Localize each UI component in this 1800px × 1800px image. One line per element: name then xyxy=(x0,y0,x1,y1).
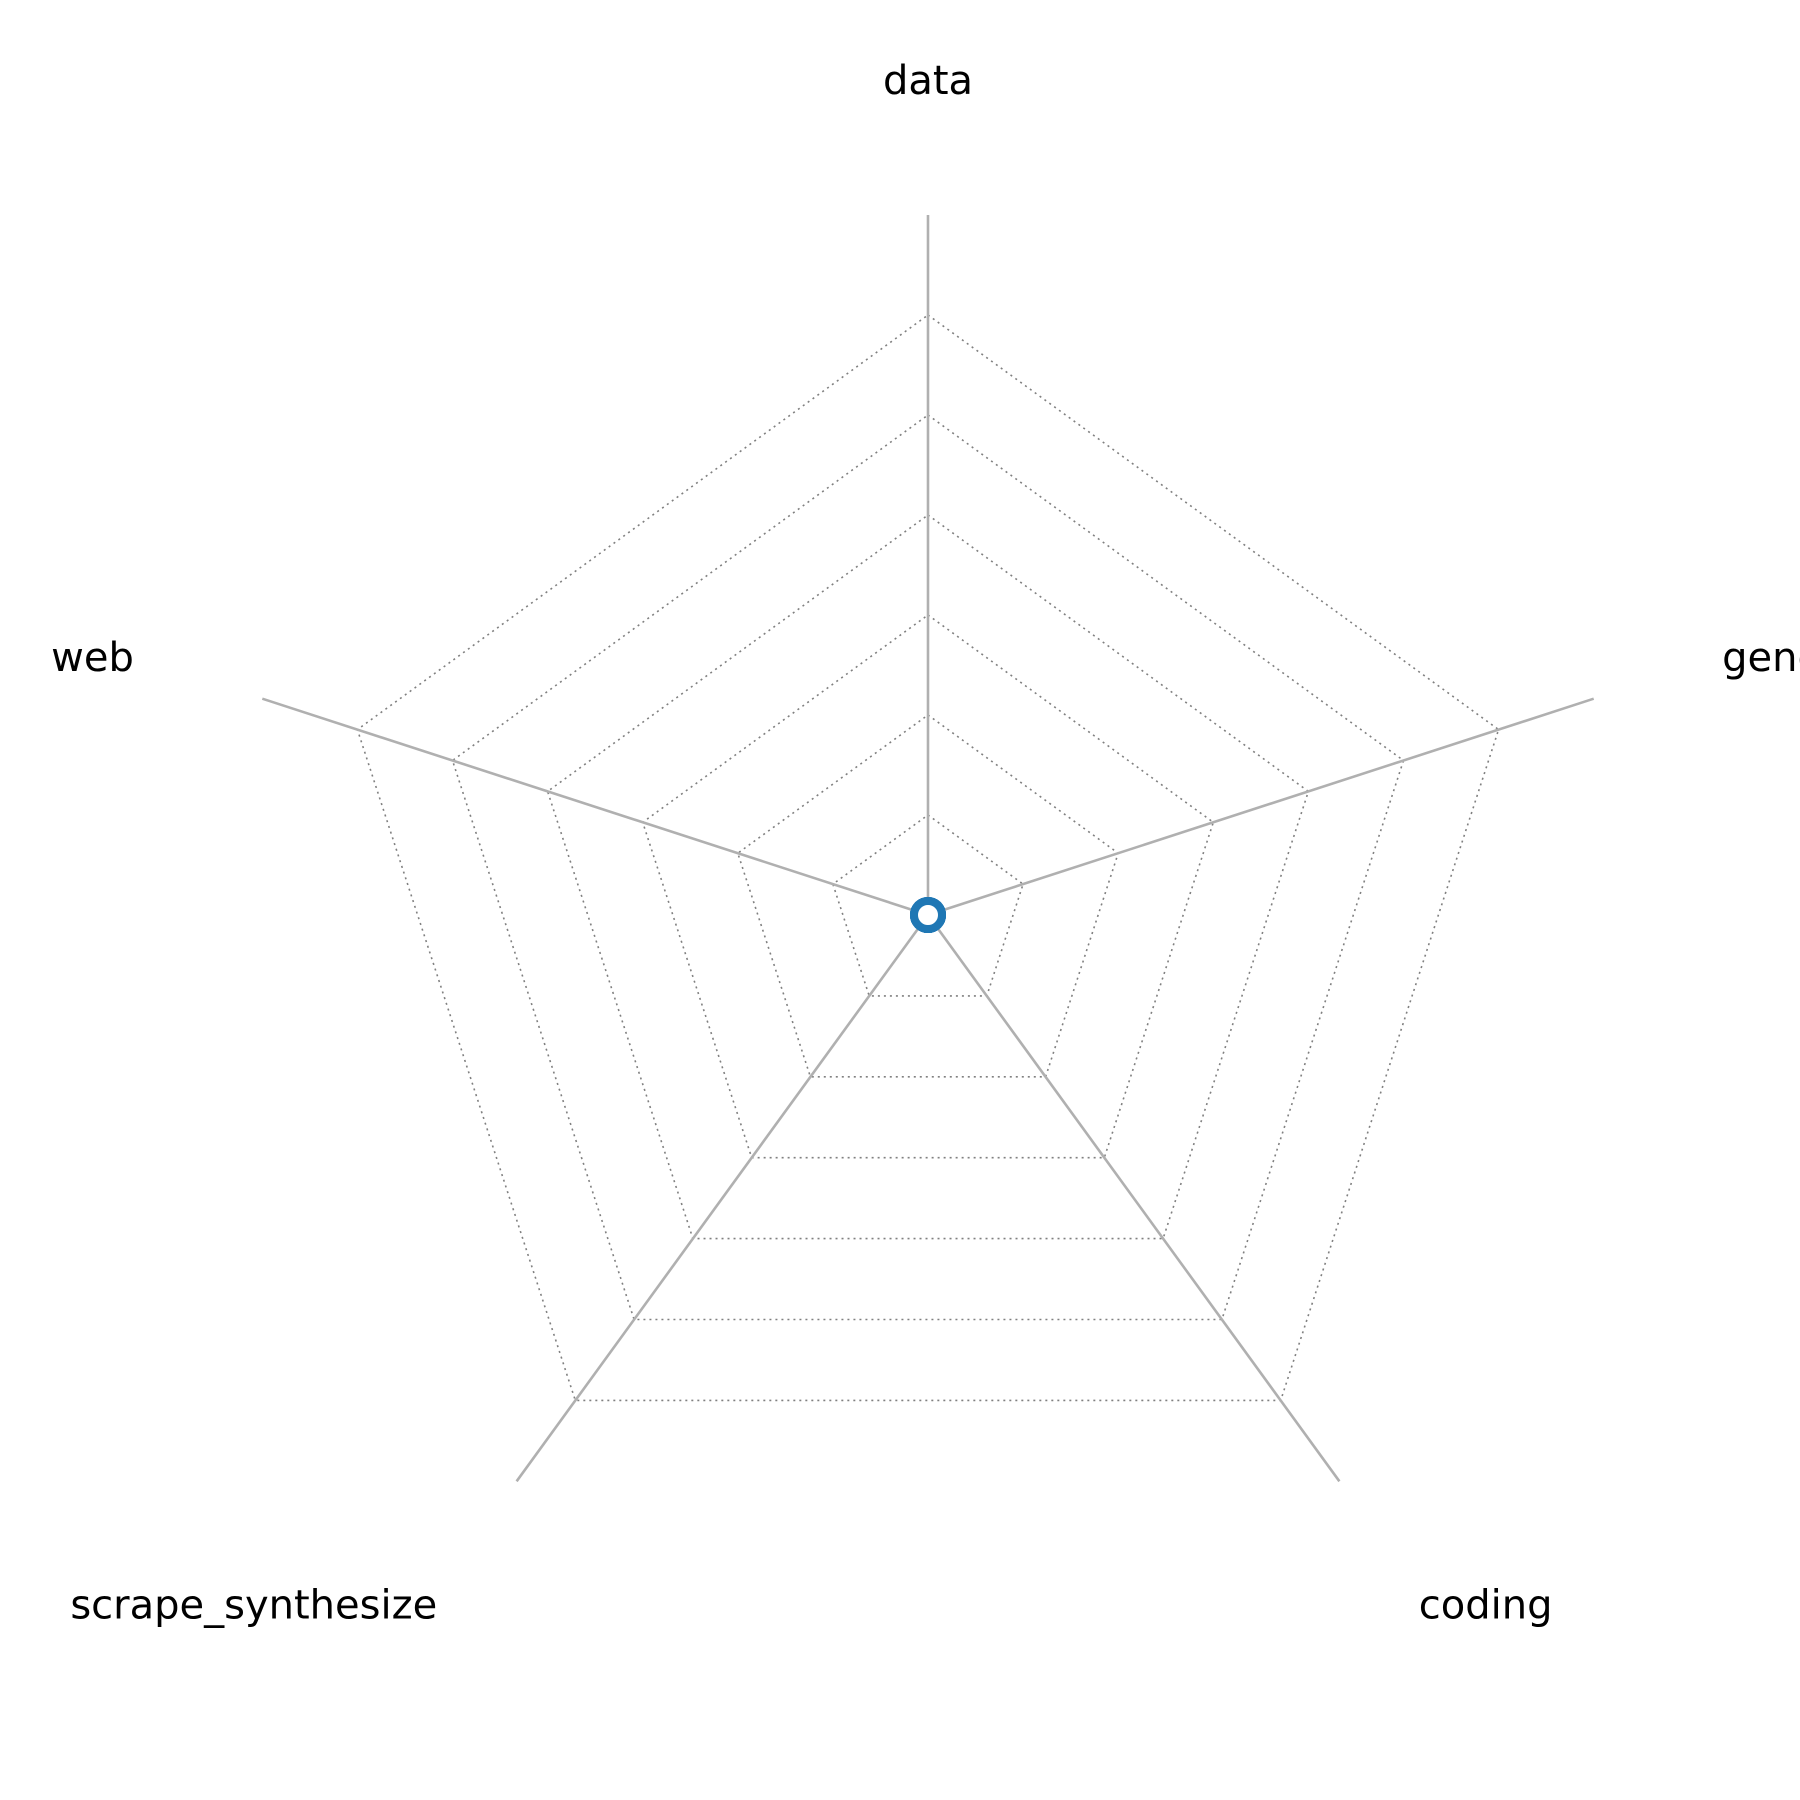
axis-spoke-coding xyxy=(926,914,1341,1483)
data-point-web xyxy=(910,897,946,933)
spoke-layer xyxy=(261,215,1595,1483)
axis-label-data: data xyxy=(883,58,973,104)
axis-label-coding: coding xyxy=(1419,1583,1553,1629)
axis-label-general: general xyxy=(1722,635,1800,681)
grid-ring-2 xyxy=(736,714,1120,1078)
axis-label-web: web xyxy=(51,635,134,681)
grid-layer xyxy=(356,314,1500,1402)
grid-ring-4 xyxy=(546,514,1310,1240)
series-layer xyxy=(910,897,946,933)
grid-ring-1 xyxy=(831,814,1025,997)
axis-spoke-scrape-synthesize xyxy=(515,914,930,1483)
axis-label-scrape-synthesize: scrape_synthesize xyxy=(70,1583,437,1629)
axis-label-layer: data general coding scrape_synthesize we… xyxy=(51,58,1800,1629)
axis-spoke-general xyxy=(927,697,1595,917)
grid-ring-5 xyxy=(451,414,1405,1321)
axis-spoke-web xyxy=(261,697,929,917)
